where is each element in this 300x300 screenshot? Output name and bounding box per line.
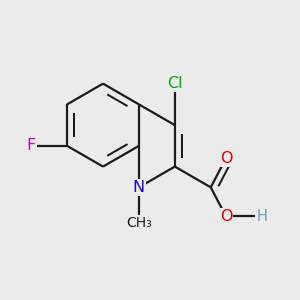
Text: O: O [220,209,232,224]
Text: CH₃: CH₃ [126,216,152,230]
Text: H: H [256,209,267,224]
Text: Cl: Cl [167,76,183,91]
Text: O: O [220,151,232,166]
Text: N: N [133,180,145,195]
Text: F: F [27,138,36,153]
